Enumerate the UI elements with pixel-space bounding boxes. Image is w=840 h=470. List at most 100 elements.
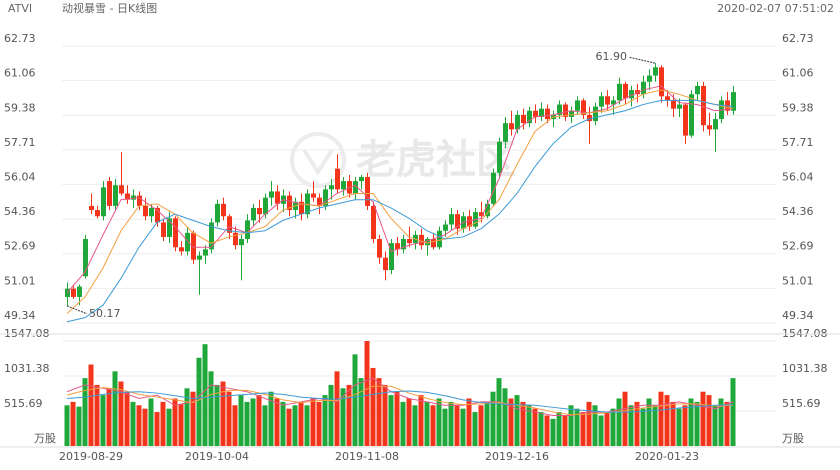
candle-body [257,207,262,215]
y-tick-label-right: 61.06 [782,67,814,80]
volume-bar [586,401,592,446]
volume-bar [292,405,298,446]
volume-bar [472,412,478,446]
volume-bar [82,378,88,446]
candle-body [353,181,358,194]
candle-body [191,232,196,260]
candle-body [299,201,304,215]
candle-body [107,181,112,206]
volume-bar [412,405,418,446]
moving-average-line [66,377,734,416]
candle-body [137,195,142,206]
candle-body [389,243,394,271]
volume-bar [376,378,382,446]
y-tick-label-right: 62.73 [782,32,814,45]
volume-bar [424,401,430,446]
volume-bar [358,378,364,446]
volume-bar [184,388,190,446]
volume-bar [604,412,610,446]
volume-bar [682,405,688,446]
volume-bar [250,398,256,446]
candle-body [545,108,550,120]
candle-body [431,239,436,248]
candle-body [329,185,334,190]
candle-body [323,189,328,206]
y-tick-label: 1031.38 [4,362,50,375]
candle-body [425,239,430,246]
volume-bar [688,398,694,446]
candle-body [155,207,160,223]
volume-bar [484,401,490,446]
y-tick-label-right: 52.69 [782,240,814,253]
volume-bar [286,408,292,446]
volume-bar [382,384,388,446]
volume-bar [550,418,556,446]
candle-body [521,114,526,124]
candle-body [365,176,370,206]
volume-bar [106,388,112,446]
candle-body [377,239,382,258]
candle-body [341,181,346,190]
volume-bar [388,395,394,446]
y-tick-label: 57.71 [4,136,36,149]
volume-bar [676,408,682,446]
candle-body [221,203,226,217]
volume-bar [394,391,400,446]
candle-body [683,104,688,136]
volume-bar [124,391,130,446]
candle-body [89,205,94,211]
candle-body [251,207,256,221]
candle-body [605,96,610,105]
volume-bar [694,401,700,446]
volume-bar [598,415,604,446]
y-tick-label: 61.06 [4,67,36,80]
candle-body [497,141,502,173]
moving-average-line [66,385,734,416]
volume-bar [268,391,274,446]
candle-body [647,75,652,82]
volume-bar [652,405,658,446]
y-tick-label: 51.01 [4,274,36,287]
volume-bar [70,401,76,446]
volume-bar [214,384,220,446]
volume-bar [544,415,550,446]
x-tick-label: 2019-11-08 [335,450,399,463]
volume-bar [298,401,304,446]
candle-body [641,81,646,95]
volume-bar [226,391,232,446]
volume-bar [556,412,562,446]
candle-body [113,185,118,206]
volume-bar [118,381,124,446]
candle-body [707,125,712,130]
x-tick-label: 2020-01-23 [635,450,699,463]
volume-bar [64,405,70,446]
volume-bar [442,408,448,446]
volume-bar [274,398,280,446]
candle-body [611,100,616,105]
y-tick-label: 49.34 [4,309,36,322]
candle-body [401,239,406,250]
volume-bar [220,381,226,446]
volume-bar [94,384,100,446]
candle-body [443,224,448,231]
y-tick-label: 59.38 [4,101,36,114]
candle-body [233,232,238,246]
volume-bar [622,391,628,446]
candle-body [659,67,664,97]
candle-body [149,207,154,217]
volume-bar [178,403,184,446]
candle-body [101,187,106,217]
volume-bar [568,405,574,446]
volume-bar [592,405,598,446]
timestamp: 2020-02-07 07:51:02 [717,2,834,15]
candle-body [599,96,604,107]
candle-body [131,195,136,200]
candle-body [479,212,484,217]
candle-body [503,123,508,142]
volume-bar [718,398,724,446]
candle-body [173,218,178,248]
y-tick-label-right: 515.69 [782,397,821,410]
y-tick-label: 515.69 [4,397,43,410]
candle-body [449,214,454,225]
y-tick-label-right: 57.71 [782,136,814,149]
